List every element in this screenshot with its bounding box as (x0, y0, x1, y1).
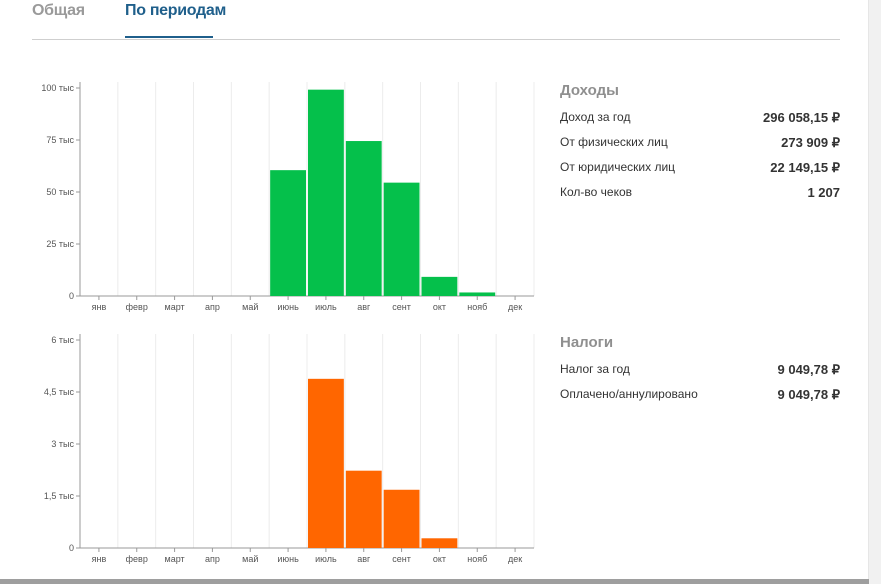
x-tick-label: март (165, 302, 185, 312)
bottom-border (0, 579, 869, 584)
y-tick-label: 75 тыс (46, 135, 74, 145)
x-tick-label: июнь (277, 302, 299, 312)
income-individuals-row: От физических лиц 273 909 ₽ (560, 135, 840, 160)
active-tab-indicator (125, 36, 213, 38)
tab-bar: Общая По периодам (32, 0, 840, 40)
tax-year-row: Налог за год 9 049,78 ₽ (560, 362, 840, 387)
income-bar-окт[interactable] (421, 276, 458, 296)
x-tick-label: окт (433, 302, 446, 312)
x-tick-label: дек (508, 302, 522, 312)
y-tick-label: 4,5 тыс (44, 387, 75, 397)
tab-by-periods[interactable]: По периодам (125, 2, 227, 19)
income-year-row: Доход за год 296 058,15 ₽ (560, 110, 840, 135)
y-tick-label: 50 тыс (46, 187, 74, 197)
x-tick-label: февр (126, 554, 148, 564)
tax-paid-label: Оплачено/аннулировано (560, 387, 698, 401)
y-tick-label: 100 тыс (41, 83, 74, 93)
tax-paid-row: Оплачено/аннулировано 9 049,78 ₽ (560, 387, 840, 412)
taxes-chart: 0 1,5 тыс 3 тыс 4,5 тыс 6 тыс янв февр март апр м… (44, 334, 535, 564)
x-tick-label: март (165, 554, 185, 564)
income-individuals-value: 273 909 ₽ (781, 135, 840, 150)
tax-year-value: 9 049,78 ₽ (777, 362, 841, 377)
x-tick-label: июль (315, 302, 337, 312)
taxes-summary: Налоги Налог за год 9 049,78 ₽ Оплачено/… (560, 334, 840, 412)
x-tick-label: февр (126, 302, 148, 312)
tab-general[interactable]: Общая (32, 2, 85, 19)
income-chart: 0 25 тыс 50 тыс 75 тыс 100 тыс янв февр март апр… (41, 82, 535, 312)
y-tick-label: 0 (69, 291, 74, 301)
taxes-bar-сент[interactable] (383, 489, 420, 548)
income-individuals-label: От физических лиц (560, 135, 668, 149)
taxes-title: Налоги (560, 334, 614, 351)
income-legal-row: От юридических лиц 22 149,15 ₽ (560, 160, 840, 185)
receipts-count-row: Кол-во чеков 1 207 (560, 185, 840, 210)
x-tick-label: авг (357, 302, 371, 312)
y-tick-label: 25 тыс (46, 239, 74, 249)
y-tick-label: 0 (69, 543, 74, 553)
vertical-scrollbar[interactable] (868, 0, 881, 584)
x-tick-label: июль (315, 554, 337, 564)
tax-paid-value: 9 049,78 ₽ (777, 387, 841, 402)
x-tick-label: апр (205, 554, 220, 564)
x-tick-label: окт (433, 554, 446, 564)
x-tick-label: май (242, 554, 258, 564)
income-bar-июль[interactable] (308, 89, 344, 296)
x-tick-label: нояб (467, 302, 487, 312)
y-tick-label: 3 тыс (51, 439, 74, 449)
tax-year-label: Налог за год (560, 362, 630, 376)
income-legal-label: От юридических лиц (560, 160, 676, 174)
x-tick-label: дек (508, 554, 522, 564)
x-tick-label: май (242, 302, 258, 312)
y-tick-label: 6 тыс (51, 335, 74, 345)
x-tick-label: нояб (467, 554, 487, 564)
y-tick-label: 1,5 тыс (44, 491, 75, 501)
income-year-value: 296 058,15 ₽ (763, 110, 840, 125)
receipts-count-value: 1 207 (807, 185, 840, 200)
income-bar-сент[interactable] (383, 182, 420, 296)
income-bar-авг[interactable] (345, 141, 382, 296)
x-tick-label: апр (205, 302, 220, 312)
x-tick-label: янв (92, 302, 107, 312)
x-tick-label: июнь (277, 554, 299, 564)
income-year-label: Доход за год (560, 110, 631, 124)
income-legal-value: 22 149,15 ₽ (770, 160, 840, 175)
x-tick-label: сент (392, 302, 411, 312)
income-bar-нояб[interactable] (459, 292, 496, 296)
taxes-bar-июль[interactable] (308, 378, 344, 548)
income-summary: Доходы Доход за год 296 058,15 ₽ От физи… (560, 82, 840, 210)
x-tick-label: сент (392, 554, 411, 564)
income-bar-июнь[interactable] (270, 170, 306, 296)
x-tick-label: авг (357, 554, 371, 564)
x-tick-label: янв (92, 554, 107, 564)
income-title: Доходы (560, 82, 619, 99)
taxes-bar-окт[interactable] (421, 538, 458, 548)
receipts-count-label: Кол-во чеков (560, 185, 633, 199)
taxes-bar-авг[interactable] (345, 470, 382, 548)
